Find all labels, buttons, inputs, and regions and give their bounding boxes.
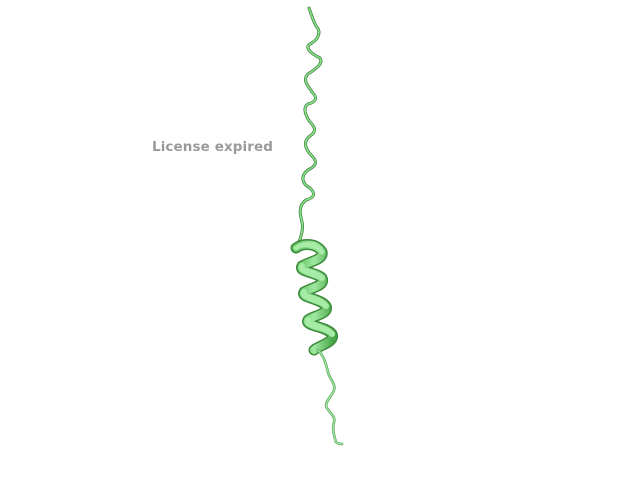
license-expired-label: License expired bbox=[152, 139, 274, 155]
alpha-helix bbox=[290, 239, 338, 356]
lower-coil bbox=[317, 349, 343, 445]
upper-coil bbox=[297, 7, 322, 247]
